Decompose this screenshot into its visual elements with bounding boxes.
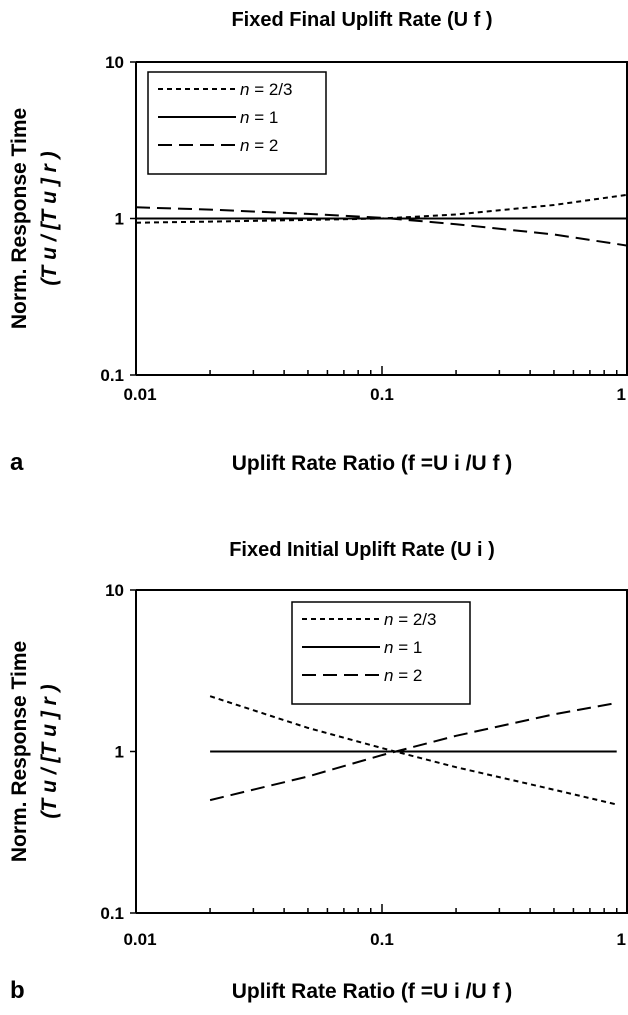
x-tick-label: 1 xyxy=(617,930,626,949)
chart-title: Fixed Final Uplift Rate (U f ) xyxy=(231,9,492,31)
x-tick-label: 0.1 xyxy=(370,385,394,404)
x-tick-label: 0.01 xyxy=(123,385,156,404)
x-tick-label: 0.01 xyxy=(123,930,156,949)
chart-panel-b: Fixed Initial Uplift Rate (U i ) 0.1 1 10 0.… xyxy=(8,539,628,1004)
y-tick-label: 10 xyxy=(105,581,124,600)
x-axis-title: Uplift Rate Ratio (f =U i /U f ) xyxy=(232,980,513,1003)
y-axis-subtitle: (T u / [T u ] r ) xyxy=(38,151,61,285)
legend: n = 2/3 n = 1 n = 2 xyxy=(147,71,327,175)
legend-label: n = 1 xyxy=(240,108,278,127)
legend-box xyxy=(291,601,471,705)
x-axis-title: Uplift Rate Ratio (f =U i /U f ) xyxy=(232,452,513,475)
y-tick-label: 10 xyxy=(105,53,124,72)
panel-label: b xyxy=(10,977,25,1004)
y-tick-label: 1 xyxy=(115,743,124,762)
chart-title: Fixed Initial Uplift Rate (U i ) xyxy=(229,539,495,561)
chart-panel-a: Fixed Final Uplift Rate (U f ) 0.1 1 10 0.01… xyxy=(8,9,628,476)
panel-label: a xyxy=(10,449,24,476)
y-tick-label: 1 xyxy=(115,210,124,229)
y-tick-label: 0.1 xyxy=(100,366,124,385)
series-line-n-2 xyxy=(135,206,628,247)
legend-label: n = 2 xyxy=(384,666,422,685)
y-tick-label: 0.1 xyxy=(100,904,124,923)
y-axis-title: Norm. Response Time xyxy=(8,108,31,329)
legend: n = 2/3 n = 1 n = 2 xyxy=(291,601,471,705)
x-tick-label: 0.1 xyxy=(370,930,394,949)
legend-label: n = 2/3 xyxy=(384,610,436,629)
legend-box xyxy=(147,71,327,175)
legend-label: n = 2 xyxy=(240,136,278,155)
series-line-n-2 xyxy=(209,701,617,802)
legend-label: n = 2/3 xyxy=(240,80,292,99)
legend-label: n = 1 xyxy=(384,638,422,657)
y-axis-title: Norm. Response Time xyxy=(8,641,31,862)
y-axis-subtitle: (T u / [T u ] r ) xyxy=(38,684,61,818)
series-line-n-2-3 xyxy=(209,695,617,806)
x-tick-label: 1 xyxy=(617,385,626,404)
